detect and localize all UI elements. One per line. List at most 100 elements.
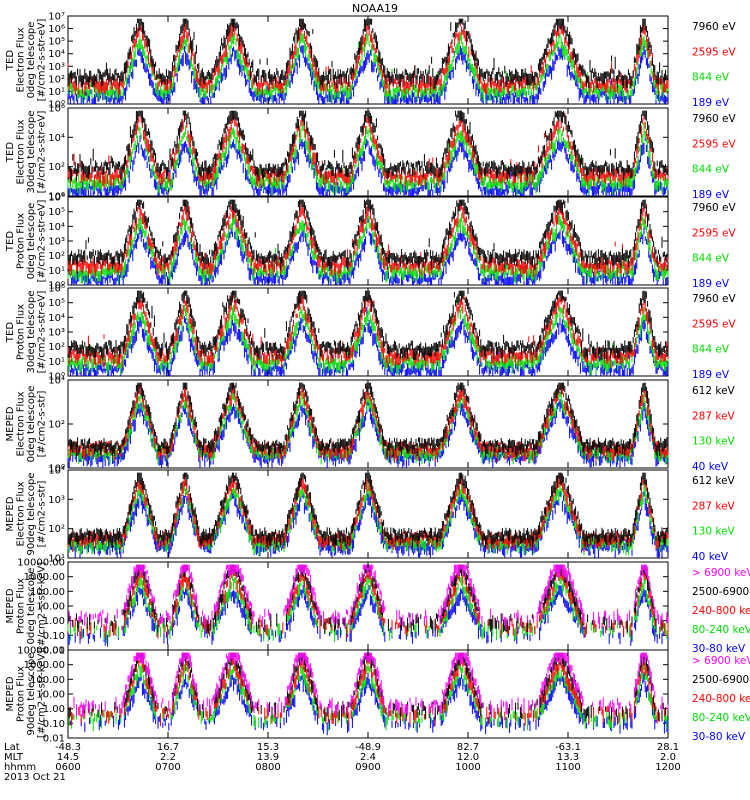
x-tick-label-lat: 16.7 (157, 742, 179, 753)
y-tick-label: 10² (48, 74, 65, 85)
x-tick-label-hhmm: 0900 (355, 762, 380, 773)
x-tick-label-lat: 28.1 (657, 742, 679, 753)
y-tick-label: 0.01 (43, 646, 65, 657)
y-axis-label: 90deg telescope (26, 472, 37, 555)
series-trace-1 (68, 564, 669, 631)
y-axis-label: MEPED (5, 588, 16, 623)
y-tick-label: 10⁶ (48, 284, 65, 295)
legend-entry: 844 eV (692, 253, 730, 265)
legend-entry: 844 eV (692, 344, 730, 356)
y-tick-label: 10⁴ (48, 466, 65, 477)
y-tick-label: 10⁰ (48, 372, 65, 383)
series-trace-1 (67, 199, 669, 271)
series-trace-1 (67, 382, 669, 459)
x-tick-label-mlt: 14.5 (57, 752, 79, 763)
y-tick-label: 10⁶ (48, 193, 65, 204)
y-axis-label: Electron Flux (16, 481, 27, 546)
y-tick-label: 10² (48, 162, 65, 173)
y-axis-label: TED (5, 231, 16, 252)
series-trace-1 (73, 652, 669, 718)
legend-entry: > 6900 keV (692, 567, 750, 579)
legend-entry: 2595 eV (692, 138, 737, 150)
y-tick-label: 10² (48, 420, 65, 431)
legend-entry: 189 eV (692, 97, 730, 109)
x-tick-label-hhmm: 1200 (655, 762, 680, 773)
y-tick-label: 10⁷ (48, 12, 65, 23)
legend-entry: 189 eV (692, 278, 730, 290)
legend-entry: 80-240 keV (692, 624, 750, 636)
y-tick-label: 10⁵ (48, 298, 65, 309)
y-axis-label: [#/cm2-s-str-eV] (37, 291, 48, 374)
y-tick-label: 10¹ (48, 554, 65, 565)
x-tick-label-lat: -48.9 (355, 742, 381, 753)
y-tick-label: 10⁶ (48, 104, 65, 115)
y-tick-label: 10⁰ (48, 192, 65, 203)
x-tick-label-mlt: 2.0 (660, 752, 676, 763)
x-tick-label-mlt: 2.2 (160, 752, 176, 763)
y-tick-label: 10⁴ (48, 376, 65, 387)
chart-panel-3: 10⁰ 10¹ 10² 10³ 10⁴ 10⁵ 10⁶ TED Proton Flux 0deg … (5, 193, 737, 292)
legend-entry: 7960 eV (692, 202, 737, 214)
y-tick-label: 1000.00 (24, 660, 65, 671)
time-axis-row-label: MLT (4, 752, 24, 763)
series-trace-1 (67, 472, 669, 549)
legend-entry: 130 keV (692, 436, 736, 448)
x-tick-label-mlt: 13.9 (257, 752, 279, 763)
y-tick-label: 10000.00 (17, 558, 65, 569)
y-axis-label: 0deg telescope (26, 203, 37, 280)
y-tick-label: 0.01 (43, 734, 65, 745)
legend-entry: 240-800 keV (692, 693, 750, 705)
legend-entry: 844 eV (692, 164, 730, 176)
y-axis-label: Electron Flux (16, 119, 27, 184)
time-axis-row-label: 2013 Oct 21 (4, 772, 66, 783)
y-axis-label: Proton Flux (16, 304, 27, 360)
x-tick-label-mlt: 2.4 (360, 752, 376, 763)
y-axis-label: 0deg telescope (26, 386, 37, 463)
y-axis-label: 30deg telescope (26, 110, 37, 193)
y-tick-label: 10⁰ (48, 100, 65, 111)
legend-entry: 612 keV (692, 475, 736, 487)
y-axis-label: TED (5, 142, 16, 163)
legend-entry: 30-80 keV (692, 643, 746, 655)
y-axis-label: Electron Flux (16, 391, 27, 456)
legend-entry: 189 eV (692, 369, 730, 381)
y-tick-label: 10² (48, 342, 65, 353)
time-axis-row-label: Lat (4, 742, 20, 753)
legend-entry: 287 keV (692, 410, 736, 422)
legend-entry: 40 keV (692, 551, 729, 563)
y-tick-label: 10⁴ (48, 222, 65, 233)
x-tick-label-lat: 82.7 (457, 742, 479, 753)
legend-entry: 30-80 keV (692, 731, 746, 743)
y-axis-label: 0deg telescope (26, 568, 37, 645)
y-tick-label: 10.00 (36, 690, 65, 701)
legend-entry: 612 keV (692, 385, 736, 397)
y-tick-label: 1.00 (43, 616, 65, 627)
x-tick-label-hhmm: 1100 (555, 762, 580, 773)
legend-entry: 2595 eV (692, 227, 737, 239)
x-tick-label-hhmm: 0700 (155, 762, 180, 773)
time-axis-row-label: hhmm (4, 762, 36, 773)
chart-panel-7: 0.01 0.10 1.00 10.00 100.00 1000.00 10000.00 ME… (5, 558, 750, 657)
y-tick-label: 100.00 (30, 675, 65, 686)
y-tick-label: 10.00 (36, 602, 65, 613)
series-trace-2 (68, 652, 667, 722)
y-axis-label: [#/cm2-s-str-keV] (37, 562, 48, 650)
y-axis-label: Proton Flux (16, 578, 27, 634)
y-axis-label: Proton Flux (16, 666, 27, 722)
y-tick-label: 0.10 (43, 719, 65, 730)
y-axis-label: 0deg telescope (26, 22, 37, 99)
y-tick-label: 10³ (48, 62, 65, 73)
y-axis-label: [#/cm2-s-str] (37, 480, 48, 547)
x-tick-label-mlt: 13.3 (557, 752, 579, 763)
y-axis-label: MEPED (5, 496, 16, 531)
legend-entry: 2500-6900 (692, 674, 749, 686)
y-axis-label: Electron Flux (16, 27, 27, 92)
y-tick-label: 10¹ (48, 87, 65, 98)
y-axis-label: [#/cm2-s-str-eV] (37, 111, 48, 194)
y-tick-label: 10³ (48, 237, 65, 248)
legend-entry: 2500-6900 (692, 586, 749, 598)
figure-title: NOAA19 (352, 2, 398, 15)
x-tick-label-hhmm: 0800 (255, 762, 280, 773)
legend-entry: 189 eV (692, 189, 730, 201)
legend-entry: 2595 eV (692, 318, 737, 330)
